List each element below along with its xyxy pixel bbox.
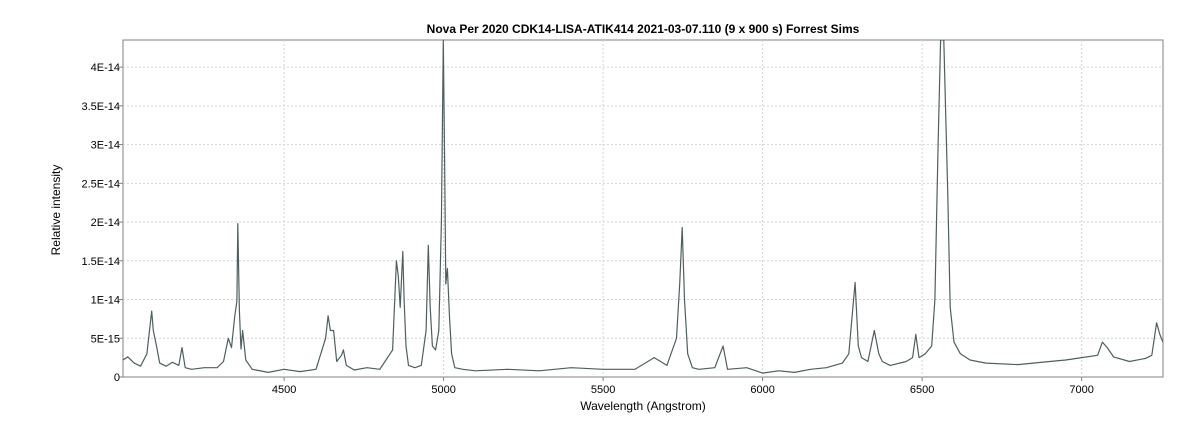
- y-tick-label: 3.5E-14: [81, 101, 120, 113]
- x-tick-label: 6000: [750, 384, 774, 396]
- y-tick-label: 3E-14: [91, 140, 120, 152]
- y-tick-label: 2.5E-14: [81, 178, 120, 190]
- series-layer: [123, 40, 1163, 374]
- x-tick-label: 6500: [910, 384, 934, 396]
- y-tick-label: 4E-14: [91, 62, 120, 74]
- y-axis-label: Relative intensity: [49, 165, 63, 256]
- y-tick-label: 1E-14: [91, 295, 120, 307]
- x-axis-label: Wavelength (Angstrom): [580, 399, 706, 413]
- y-tick-label: 2E-14: [91, 217, 120, 229]
- x-tick-label: 7000: [1069, 384, 1093, 396]
- y-tick-label: 5E-15: [91, 333, 120, 345]
- y-axis: 0 5E-15 1E-14 1.5E-14 2E-14 2.5E-14 3E-14 3.5E-…: [81, 62, 123, 384]
- x-axis: 4500 5000 5500 6000 6500 7000: [272, 377, 1094, 396]
- chart-title: Nova Per 2020 CDK14-LISA-ATIK414 2021-03…: [427, 22, 860, 36]
- grid-lines: [123, 40, 1163, 377]
- x-tick-label: 5500: [591, 384, 615, 396]
- y-tick-label: 1.5E-14: [81, 256, 120, 268]
- plot-area: [122, 39, 1164, 378]
- spectrum-series-line: [123, 40, 1163, 374]
- y-tick-label: 0: [114, 372, 120, 384]
- x-tick-label: 4500: [272, 384, 296, 396]
- x-tick-label: 5000: [431, 384, 455, 396]
